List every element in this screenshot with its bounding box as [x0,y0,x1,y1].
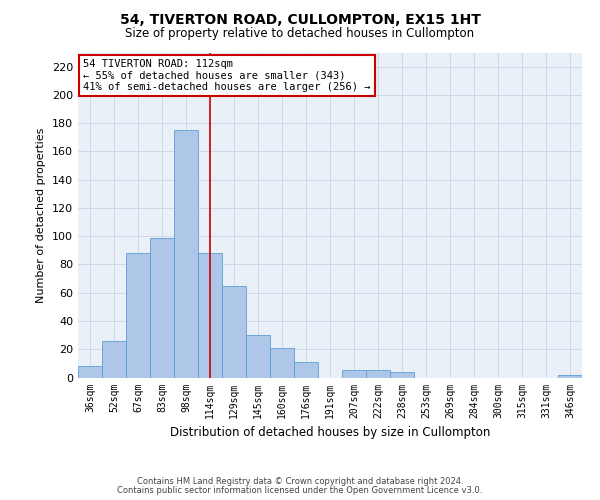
Bar [366,370,390,378]
Bar [102,341,126,378]
Bar [246,335,270,378]
Y-axis label: Number of detached properties: Number of detached properties [37,128,46,302]
Text: 54, TIVERTON ROAD, CULLOMPTON, EX15 1HT: 54, TIVERTON ROAD, CULLOMPTON, EX15 1HT [119,12,481,26]
Bar [270,348,294,378]
Text: Contains HM Land Registry data © Crown copyright and database right 2024.: Contains HM Land Registry data © Crown c… [137,477,463,486]
X-axis label: Distribution of detached houses by size in Cullompton: Distribution of detached houses by size … [170,426,490,439]
Bar [150,238,174,378]
Text: Contains public sector information licensed under the Open Government Licence v3: Contains public sector information licen… [118,486,482,495]
Bar [126,253,150,378]
Text: Size of property relative to detached houses in Cullompton: Size of property relative to detached ho… [125,28,475,40]
Bar [390,372,414,378]
Bar [198,253,222,378]
Bar [222,286,246,378]
Bar [558,374,582,378]
Text: 54 TIVERTON ROAD: 112sqm
← 55% of detached houses are smaller (343)
41% of semi-: 54 TIVERTON ROAD: 112sqm ← 55% of detach… [83,59,371,92]
Bar [342,370,366,378]
Bar [174,130,198,378]
Bar [294,362,318,378]
Bar [78,366,102,378]
